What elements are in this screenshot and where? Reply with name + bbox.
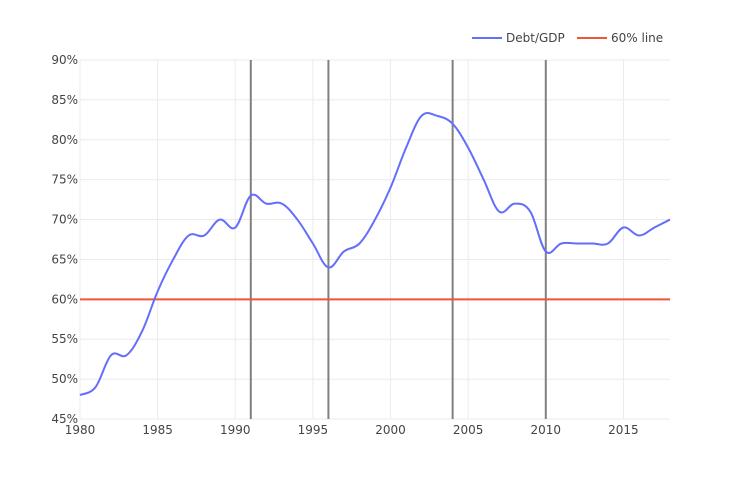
y-tick-label: 85% bbox=[51, 93, 78, 107]
y-tick-label: 60% bbox=[51, 292, 78, 306]
y-tick-label: 65% bbox=[51, 252, 78, 266]
axes: 45% 50% 55% 60% 65% 70% 75% 80% 85% 90% 1980 1985 19… bbox=[51, 53, 638, 437]
x-tick-label: 1990 bbox=[220, 423, 251, 437]
x-tick-label: 1995 bbox=[298, 423, 329, 437]
x-tick-label: 1980 bbox=[65, 423, 96, 437]
legend-item[interactable]: Debt/GDP bbox=[472, 31, 565, 45]
y-tick-label: 80% bbox=[51, 133, 78, 147]
series-lines bbox=[79, 111, 671, 397]
grid bbox=[79, 59, 670, 420]
y-tick-label: 55% bbox=[51, 332, 78, 346]
legend-item[interactable]: 60% line bbox=[577, 31, 663, 45]
x-tick-label: 2010 bbox=[531, 423, 562, 437]
y-tick-label: 90% bbox=[51, 53, 78, 67]
legend[interactable]: Debt/GDP 60% line bbox=[472, 31, 663, 45]
legend-label: 60% line bbox=[611, 31, 663, 45]
x-tick-label: 2015 bbox=[608, 423, 639, 437]
y-tick-label: 45% bbox=[51, 412, 78, 426]
y-tick-label: 50% bbox=[51, 372, 78, 386]
debt-gdp-series-line bbox=[79, 111, 671, 397]
y-tick-label: 70% bbox=[51, 213, 78, 227]
legend-label: Debt/GDP bbox=[506, 31, 565, 45]
y-tick-label: 75% bbox=[51, 173, 78, 187]
x-tick-label: 1985 bbox=[142, 423, 173, 437]
vertical-markers bbox=[249, 60, 547, 419]
x-tick-label: 2000 bbox=[375, 423, 406, 437]
x-tick-label: 2005 bbox=[453, 423, 484, 437]
